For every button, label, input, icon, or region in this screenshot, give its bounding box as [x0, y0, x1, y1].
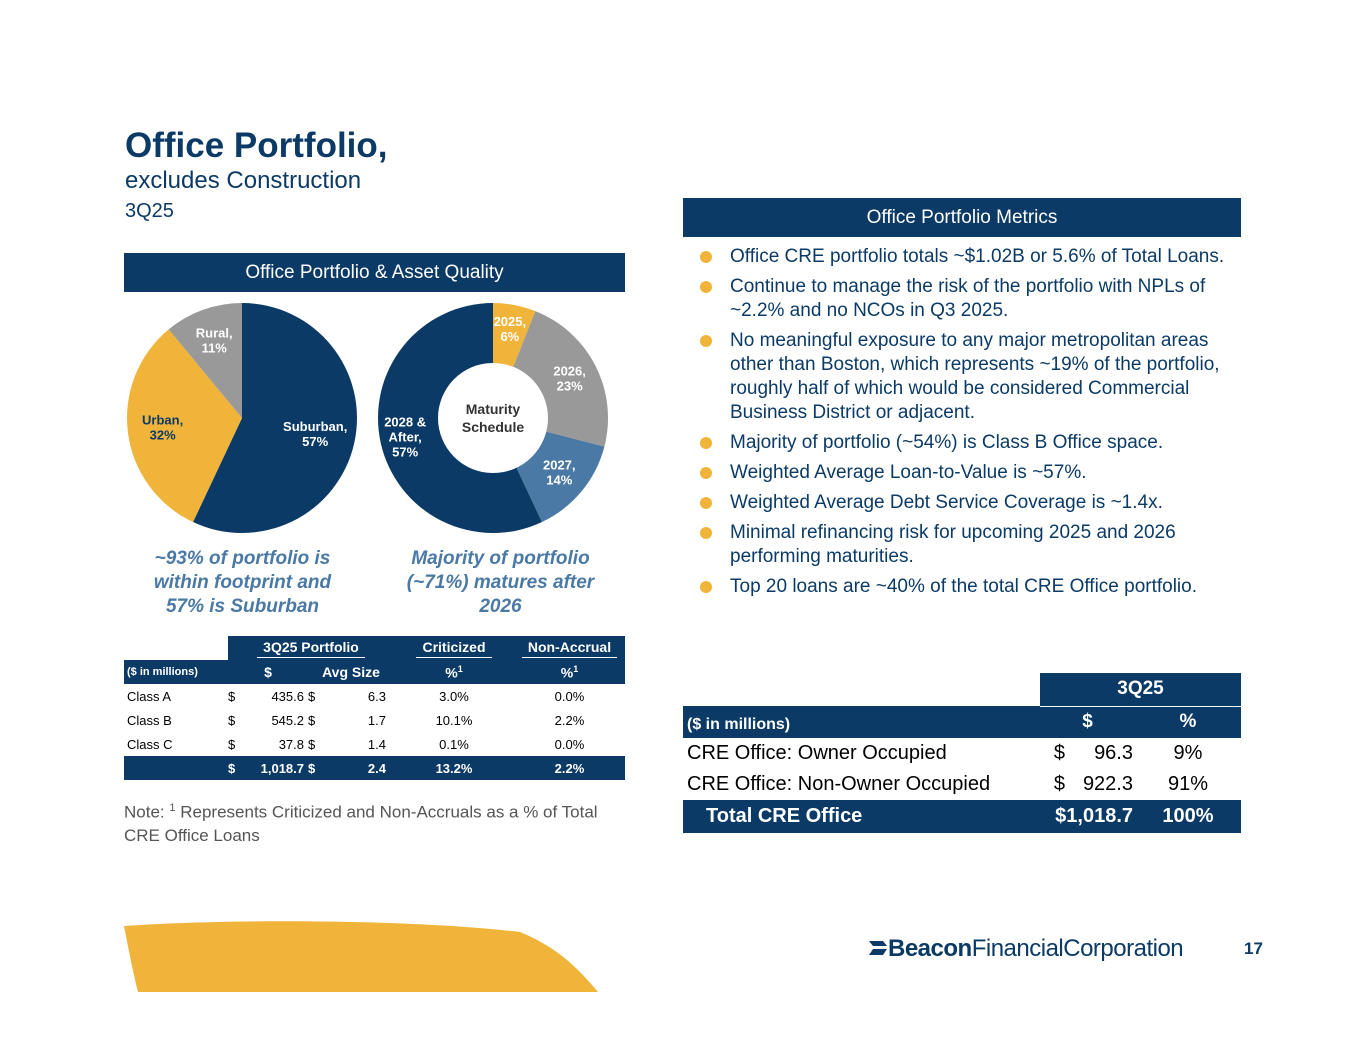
beacon-logo-icon	[869, 941, 887, 955]
caption-left-line: 57% is Suburban	[165, 596, 320, 617]
bullet-dot-icon	[700, 281, 712, 293]
geography-pie-chart: Suburban, 57% Urban, 32% Rural, 11%	[127, 303, 357, 533]
col-header-criticized-pct: %1	[394, 660, 514, 684]
pie-label: 2027, 14%	[543, 457, 576, 487]
list-item: Top 20 loans are ~40% of the total CRE O…	[698, 575, 1238, 599]
units-label: ($ in millions)	[687, 716, 791, 733]
col-header-nonaccrual-pct: %1	[514, 660, 625, 684]
col-header-pct: %	[1135, 705, 1241, 738]
asset-quality-table: 3Q25 Portfolio Criticized Non-Accrual ($…	[124, 636, 625, 780]
bullet-dot-icon	[700, 467, 712, 479]
table-row: Class C $ 37.8 $ 1.4 0.1% 0.0%	[127, 736, 585, 752]
bullet-dot-icon	[700, 251, 712, 263]
list-item: Weighted Average Loan-to-Value is ~57%.	[698, 461, 1238, 485]
list-item: Majority of portfolio (~54%) is Class B …	[698, 431, 1238, 455]
pie-label: 2028 & After, 57%	[384, 415, 426, 460]
list-item: No meaningful exposure to any major metr…	[698, 329, 1238, 425]
table-total-row: Total CRE Office $1,018.7 100%	[683, 800, 1241, 833]
table-row: CRE Office: Owner Occupied $ 96.3 9%	[687, 742, 1203, 764]
page-period: 3Q25	[125, 200, 174, 222]
pie-charts: Suburban, 57%Urban, 32%Rural, 11% 2025, 6%20…	[127, 303, 608, 533]
table-total-row: $ 1,018.7 $ 2.4 13.2% 2.2%	[124, 756, 625, 780]
metrics-band: Office Portfolio Metrics	[683, 198, 1241, 237]
list-item: Office CRE portfolio totals ~$1.02B or 5…	[698, 245, 1238, 269]
col-header-avg-size: Avg Size	[308, 660, 394, 684]
bullet-dot-icon	[700, 497, 712, 509]
decorative-swoosh	[124, 921, 598, 992]
group-header-criticized: Criticized	[394, 636, 514, 660]
table-row: CRE Office: Non-Owner Occupied $ 922.3 9…	[687, 773, 1209, 795]
occupancy-table: 3Q25 ($ in millions) $ % CRE Office: Own…	[683, 673, 1241, 833]
pie-label: Suburban, 57%	[283, 419, 347, 449]
group-header-nonaccrual: Non-Accrual	[514, 636, 625, 660]
footnote: Note: 1 Represents Criticized and Non-Ac…	[124, 802, 598, 845]
occupancy-period-header: 3Q25	[1040, 673, 1241, 706]
caption-right-line: Majority of portfolio	[411, 548, 590, 569]
pie-label: 2025, 6%	[494, 314, 527, 344]
list-item: Weighted Average Debt Service Coverage i…	[698, 491, 1238, 515]
caption-left-line: ~93% of portfolio is	[154, 548, 331, 569]
pie-slice-urban	[127, 329, 242, 523]
page-number: 17	[1244, 939, 1263, 958]
group-header-portfolio: 3Q25 Portfolio	[228, 636, 394, 660]
pie-label: Urban, 32%	[142, 413, 183, 443]
caption-right-line: (~71%) matures after	[406, 572, 595, 593]
donut-center-label: Maturity Schedule	[462, 401, 524, 435]
list-item: Minimal refinancing risk for upcoming 20…	[698, 521, 1238, 569]
asset-quality-band: Office Portfolio & Asset Quality	[124, 253, 625, 292]
bullet-dot-icon	[700, 581, 712, 593]
bullet-dot-icon	[700, 527, 712, 539]
table-row: Class A $ 435.6 $ 6.3 3.0% 0.0%	[127, 688, 585, 704]
bullet-dot-icon	[700, 437, 712, 449]
table-row: Class B $ 545.2 $ 1.7 10.1% 2.2%	[127, 712, 585, 728]
pie-label: Rural, 11%	[196, 325, 233, 355]
col-header-dollar: $	[228, 660, 308, 684]
col-header-dollar: $	[1040, 705, 1135, 738]
bullet-dot-icon	[700, 335, 712, 347]
units-label: ($ in millions)	[124, 660, 228, 684]
caption-left-line: within footprint and	[153, 572, 332, 593]
maturity-donut-chart: 2025, 6% 2026, 23% 2027, 14% 2028 & After, 57% Ma…	[378, 303, 608, 533]
pie-label: 2026, 23%	[553, 363, 586, 393]
caption-right: Majority of portfolio (~71%) matures aft…	[383, 547, 618, 619]
metrics-list: Office CRE portfolio totals ~$1.02B or 5…	[698, 245, 1238, 605]
caption-right-line: 2026	[479, 596, 522, 617]
donut-hole	[438, 363, 548, 473]
list-item: Continue to manage the risk of the portf…	[698, 275, 1238, 323]
page-title: Office Portfolio,	[125, 126, 388, 165]
company-logo: BeaconFinancialCorporation	[868, 935, 1184, 963]
caption-left: ~93% of portfolio is within footprint an…	[130, 547, 355, 619]
pie-slice-suburban	[193, 303, 357, 533]
page-subtitle: excludes Construction	[125, 167, 362, 194]
pie-slice-rural	[168, 303, 242, 418]
